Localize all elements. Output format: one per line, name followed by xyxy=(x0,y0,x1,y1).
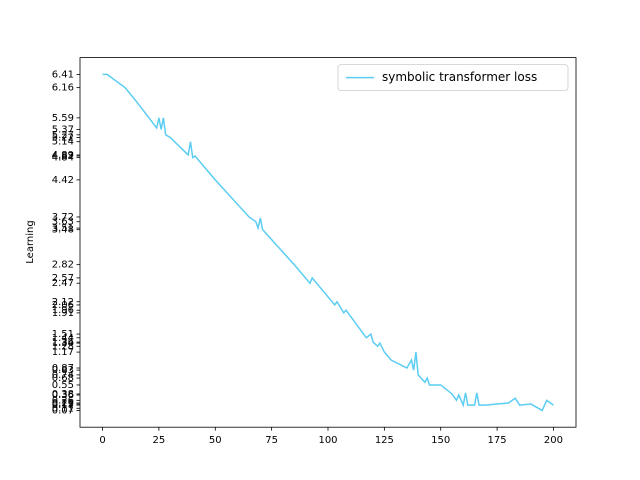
y-tick-label: 1.44 xyxy=(52,333,74,344)
y-tick-label: 1.28 xyxy=(52,341,74,352)
y-tick-label: 5.37 xyxy=(52,125,74,136)
x-tick-label: 125 xyxy=(375,435,394,446)
y-tick-label: 1.17 xyxy=(52,347,74,358)
y-tick-label: 1.36 xyxy=(52,337,74,348)
y-tick-label: 4.89 xyxy=(52,150,74,161)
legend-box xyxy=(337,64,569,91)
x-tick-label: 175 xyxy=(488,435,507,446)
y-tick-label: 4.87 xyxy=(52,151,74,162)
legend-label: symbolic transformer loss xyxy=(382,70,537,84)
y-tick-label: 6.41 xyxy=(52,69,74,80)
y-tick-label: 4.42 xyxy=(52,175,74,186)
x-tick-label: 150 xyxy=(431,435,450,446)
y-tick-label: 2.82 xyxy=(52,260,74,271)
y-tick-label: 0.07 xyxy=(52,405,74,416)
y-tick-label: 0.68 xyxy=(52,373,74,384)
y-tick-label: 2.47 xyxy=(52,278,74,289)
y-tick-label: 3.51 xyxy=(52,223,74,234)
x-tick-label: 50 xyxy=(209,435,222,446)
y-tick-label: 0.74 xyxy=(52,370,74,381)
y-tick-label: 5.14 xyxy=(52,137,74,148)
y-tick-label: 1.96 xyxy=(52,305,74,316)
y-tick-label: 2.06 xyxy=(52,300,74,311)
y-tick-label: 5.59 xyxy=(52,113,74,124)
x-tick-label: 25 xyxy=(153,435,166,446)
x-tick-label: 0 xyxy=(99,435,105,446)
y-axis-label: Learning xyxy=(25,220,36,263)
y-tick-label: 5.27 xyxy=(52,130,74,141)
y-tick-label: 1.91 xyxy=(52,308,74,319)
y-tick-label: 4.84 xyxy=(52,153,74,164)
x-tick-label: 100 xyxy=(318,435,337,446)
y-tick-label: 2.57 xyxy=(52,273,74,284)
y-tick-label: 1.51 xyxy=(52,329,74,340)
y-tick-label: 2.12 xyxy=(52,297,74,308)
y-tick-label: 0.21 xyxy=(52,398,74,409)
y-tick-label: 0.38 xyxy=(52,389,74,400)
y-tick-label: 3.72 xyxy=(52,212,74,223)
y-tick-label: 6.16 xyxy=(52,83,74,94)
line-series xyxy=(102,73,554,412)
y-tick-label: 3.63 xyxy=(52,217,74,228)
legend: symbolic transformer loss xyxy=(337,64,569,91)
y-tick-label: 0.55 xyxy=(52,380,74,391)
y-tick-label: 0.36 xyxy=(52,390,74,401)
x-tick-label: 200 xyxy=(544,435,563,446)
plot-frame xyxy=(79,57,577,428)
y-tick-label: 0.17 xyxy=(52,400,74,411)
y-tick-label: 0.83 xyxy=(52,365,74,376)
y-tick-label: 0.26 xyxy=(52,395,74,406)
y-tick-label: 0.87 xyxy=(52,363,74,374)
y-tick-label: 1.34 xyxy=(52,338,74,349)
x-tick-label: 75 xyxy=(265,435,278,446)
y-tick-label: 0.19 xyxy=(52,399,74,410)
y-tick-label: 5.22 xyxy=(52,132,74,143)
y-tick-label: 3.48 xyxy=(52,225,74,236)
y-tick-label: 0.11 xyxy=(52,403,74,414)
